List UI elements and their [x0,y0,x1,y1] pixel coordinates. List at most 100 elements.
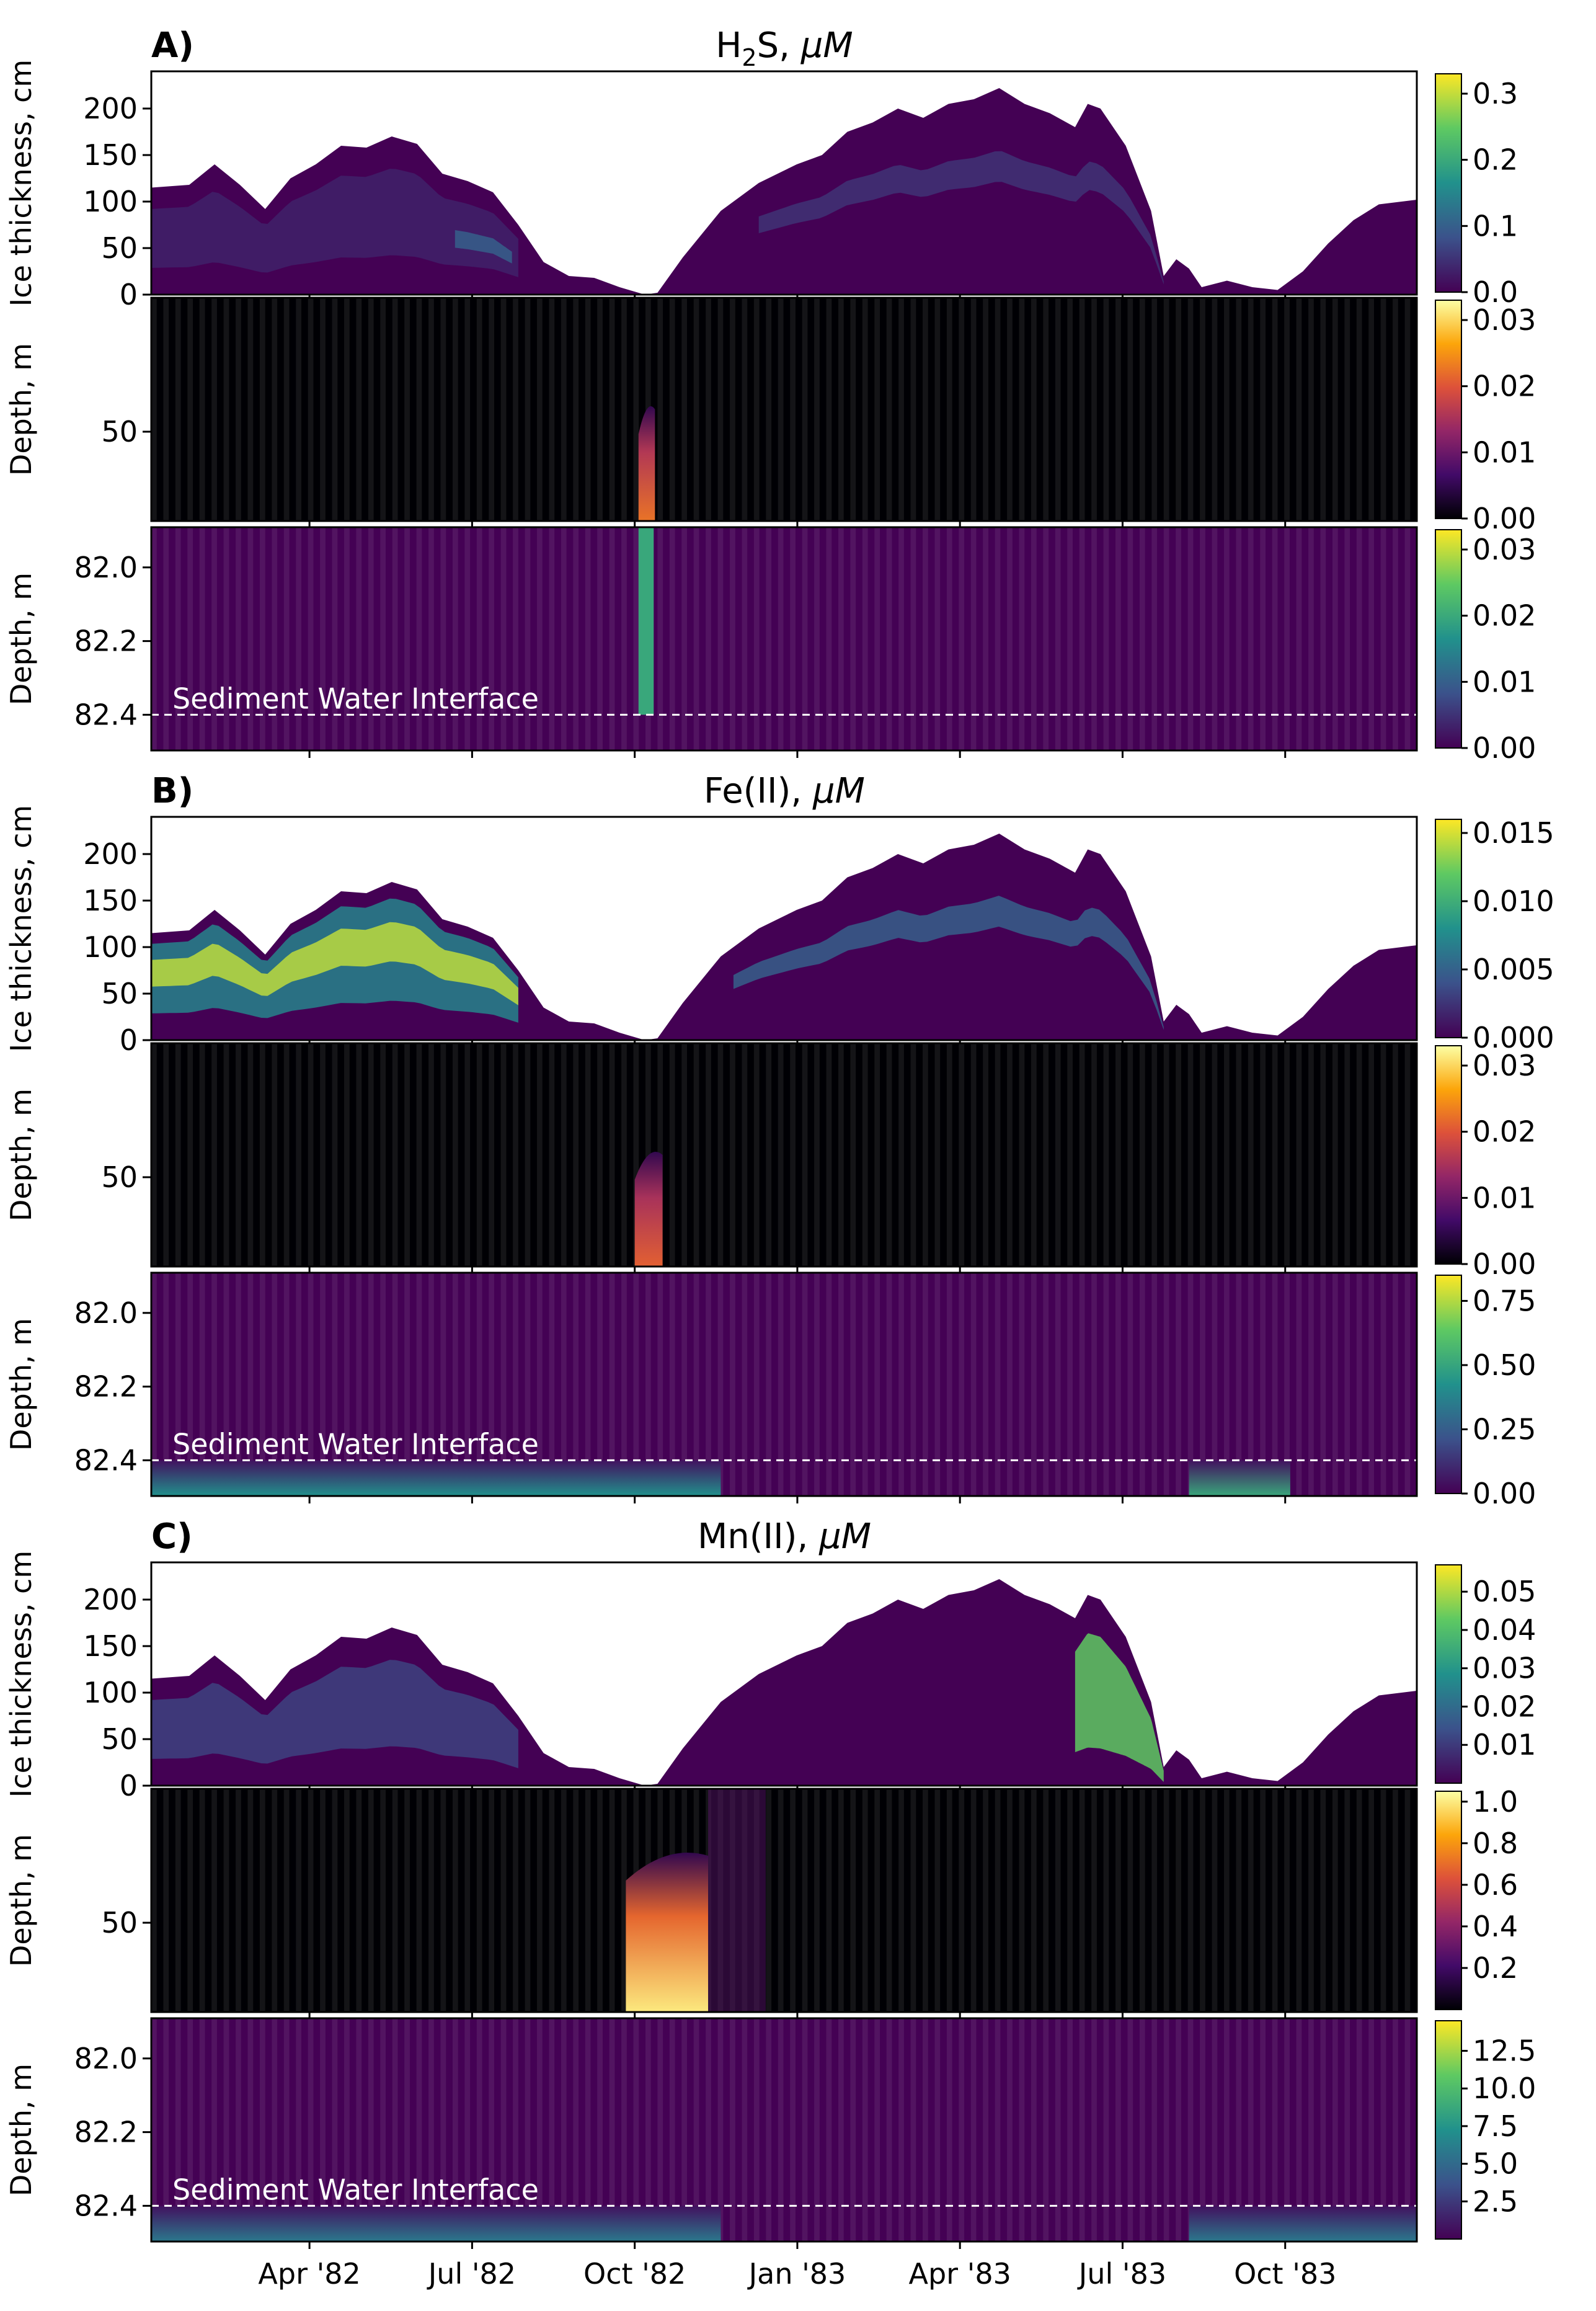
chart-a-sediment-background [151,527,1417,750]
chart-c-water-colorbar-label: 0.2 [1473,1951,1518,1985]
chart-b-sediment-colorbar-label: 0.00 [1473,1477,1536,1510]
chart-a-title: H2S, μM [716,25,853,71]
chart-a-water-ylabel: Depth, m [4,343,38,476]
x-tick-label: Jan '83 [747,2257,846,2291]
chart-c-ice-feature-1 [1075,1633,1164,1782]
x-tick-label: Jul '83 [1077,2257,1166,2291]
chart-c-sediment-colorbar-label: 7.5 [1473,2109,1518,2143]
chart-b-sediment-glow-0 [151,1460,721,1496]
chart-c-ice-ytick-label: 100 [83,1676,138,1709]
chart-a-sediment-colorbar-label: 0.00 [1473,731,1536,765]
chart-b-ice-colorbar-label: 0.000 [1473,1021,1554,1054]
chart-a-sediment-interface-label: Sediment Water Interface [172,682,539,715]
chart-b-sediment-colorbar-label: 0.75 [1473,1284,1536,1317]
x-tick-label: Apr '83 [909,2257,1011,2291]
chart-c-sediment-colorbar-label: 2.5 [1473,2184,1518,2218]
chart-b-sediment-panel: Sediment Water Interface 82.0 82.2 82.4 Dept… [4,1271,1536,1510]
chart-c-sediment-colorbar [1435,2020,1462,2240]
chart-a-sediment-colorbar-label: 0.03 [1473,533,1536,566]
chart-a-ice-feature-1 [454,230,512,264]
x-tick-label: Oct '82 [583,2257,686,2291]
chart-a-ice-ytick-label: 150 [83,138,138,172]
chart-a-sediment-frame [150,526,1418,752]
chart-c-water-colorbar-label: 1.0 [1473,1785,1518,1819]
chart-a-ice-colorbar-label: 0.1 [1473,209,1518,243]
chart-c-sediment-colorbar-label: 10.0 [1473,2072,1536,2105]
chart-a-ice-colorbar-label: 0.3 [1473,77,1518,110]
chart-b-water-colorbar-label: 0.01 [1473,1181,1536,1214]
chart-c-sediment-interface-label: Sediment Water Interface [172,2173,539,2206]
chart-b-ice-frame [150,816,1418,1041]
chart-b-ice-ytick-label: 150 [83,884,138,917]
chart-c-ice-ytick-label: 50 [101,1722,138,1756]
chart-a-ice-ytick-label: 0 [120,278,138,311]
chart-b-ice-ytick-label: 100 [83,930,138,964]
chart-b-sediment-colorbar-label: 0.50 [1473,1348,1536,1382]
chart-a-ice-colorbar-label: 0.2 [1473,143,1518,177]
chart-b-ice-colorbar-label: 0.005 [1473,953,1554,986]
chart-b-water-colorbar [1435,1045,1462,1265]
chart-a-ice-colorbar [1435,73,1462,293]
chart-a-sediment-column [638,527,654,715]
chart-b-water-ylabel: Depth, m [4,1089,38,1221]
x-tick-label: Apr '82 [258,2257,360,2291]
chart-b-sediment-colorbar [1435,1275,1462,1494]
chart-a-sediment-colorbar [1435,529,1462,749]
chart-c-sediment-frame [150,2017,1418,2243]
chart-b-sediment-ylabel: Depth, m [4,1318,38,1451]
x-tick-label: Oct '83 [1234,2257,1336,2291]
chart-b-ice-ytick-label: 200 [83,837,138,871]
chart-c-water-ytick-label: 50 [101,1906,138,1939]
chart-b-ice-feature-1 [151,922,518,1005]
chart-a-ice-ylabel: Ice thickness, cm [4,60,38,306]
chart-b-sediment-glow-1 [1189,1460,1290,1496]
chart-a-water-ytick-label: 50 [101,415,138,448]
chart-b-ice-ytick-label: 50 [101,977,138,1010]
chart-b-ice-ylabel: Ice thickness, cm [4,805,38,1052]
chart-c-ice-ylabel: Ice thickness, cm [4,1551,38,1797]
chart-b-water-colorbar-label: 0.02 [1473,1115,1536,1149]
chart-c-water-colorbar-label: 0.4 [1473,1910,1518,1943]
chart-a-ice-feature-2 [758,151,1164,285]
chart-b: B) Fe(II), μM 200 150 100 50 0 Ice thickness, c… [4,771,1554,1510]
chart-b-ice-ytick-label: 0 [120,1023,138,1057]
chart-c-water-plume-tail [708,1789,766,2012]
chart-b-sediment-frame [150,1271,1418,1497]
chart-a-water-colorbar-label: 0.03 [1473,303,1536,337]
chart-c-ice-ytick-label: 150 [83,1629,138,1663]
chart-b-sediment-ytick-label: 82.2 [74,1370,138,1404]
chart-c-ice-feature-0 [151,1660,518,1768]
chart-b-ice-colorbar [1435,819,1462,1038]
chart-c-sediment-glow-0 [151,2206,721,2242]
chart-b-sediment-ytick-label: 82.0 [74,1296,138,1330]
chart-b-ice-colorbar-label: 0.015 [1473,816,1554,850]
chart-a-water-colorbar-label: 0.01 [1473,435,1536,469]
chart-b-title: Fe(II), μM [704,771,865,811]
chart-b-water-colorbar-label: 0.03 [1473,1049,1536,1082]
chart-b-water-panel: 50 Depth, m 0.03 0.02 0.01 0.00 [4,1042,1536,1281]
chart-c: C) Mn(II), μM 200 150 100 50 0 Ice thickness, c… [4,1516,1536,2291]
chart-c-water-colorbar-label: 0.6 [1473,1868,1518,1902]
chart-c-water-colorbar [1435,1791,1462,2010]
chart-a-water-colorbar-label: 0.02 [1473,370,1536,403]
chart-b-water-ytick-label: 50 [101,1160,138,1194]
x-tick-label: Jul '82 [427,2257,516,2291]
chart-a-water-frame [150,296,1418,522]
chart-b-water-frame [150,1042,1418,1268]
chart-b-group-label: B) [151,771,193,811]
chart-b-water-background [151,1043,1417,1267]
chart-b-sediment-interface-label: Sediment Water Interface [172,1427,539,1461]
chart-c-sediment-colorbar-label: 12.5 [1473,2034,1536,2068]
chart-b-ice-feature-2 [733,896,1164,1030]
chart-c-sediment-ytick-label: 82.4 [74,2189,138,2222]
chart-a-ice-colorbar-label: 0.0 [1473,275,1518,309]
chart-c-sediment-colorbar-label: 5.0 [1473,2147,1518,2181]
chart-c-sediment-ylabel: Depth, m [4,2064,38,2196]
chart-a-water-plume [638,406,655,521]
chart-c-ice-colorbar-label: 0.04 [1473,1613,1536,1647]
chart-c-sediment-panel: Sediment Water Interface 82.0 82.2 82.4 Dept… [4,2017,1536,2291]
chart-c-ice-panel: 200 150 100 50 0 Ice thickness, cm 0.05 0.04 0.0… [4,1551,1536,1802]
chart-b-ice-panel: 200 150 100 50 0 Ice thickness, cm 0.015 0.010 0… [4,805,1554,1057]
chart-a-ice-feature-0 [151,169,518,277]
chart-a: A) H2S, μM 200 150 100 50 0 Ice thickness, cm 0.… [4,25,1536,765]
